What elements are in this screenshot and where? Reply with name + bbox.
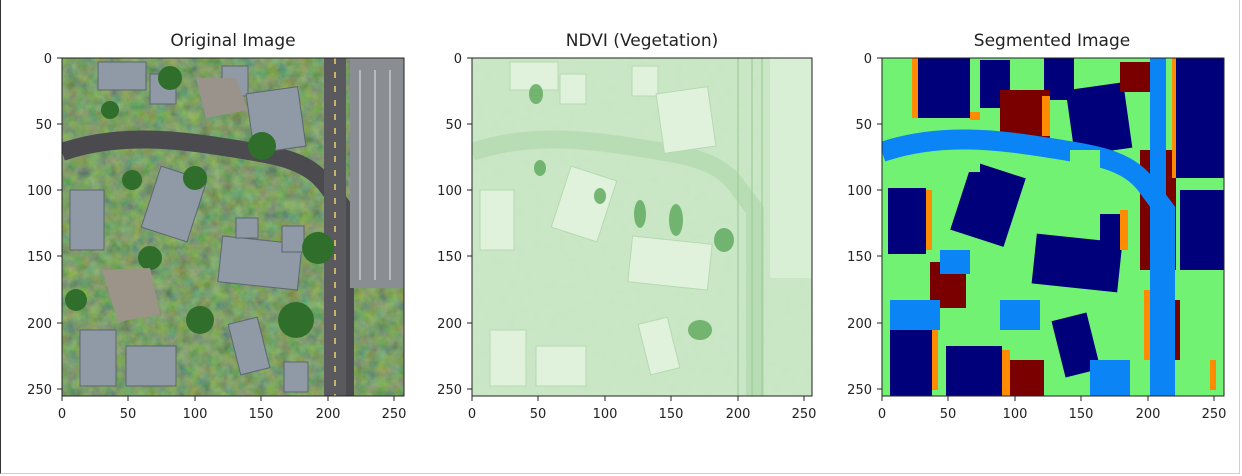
y-tick-label: 150 [27, 250, 52, 265]
y-tick-label: 200 [847, 317, 872, 332]
x-tick-label: 150 [249, 407, 274, 422]
x-axis: 0 50 100 150 200 250 [878, 396, 1227, 422]
x-tick-label: 100 [593, 407, 618, 422]
y-tick-label: 200 [437, 317, 462, 332]
x-tick-label: 250 [382, 407, 407, 422]
x-tick-label: 0 [878, 407, 886, 422]
y-tick-label: 100 [27, 184, 52, 199]
x-axis: 0 50 100 150 200 250 [58, 396, 407, 422]
x-tick-label: 200 [726, 407, 751, 422]
y-tick-label: 50 [855, 118, 872, 133]
x-tick-label: 100 [1003, 407, 1028, 422]
ndvi-image [472, 58, 812, 396]
x-tick-label: 200 [1136, 407, 1161, 422]
y-axis: 0 50 100 150 200 250 [27, 52, 62, 398]
x-tick-label: 0 [58, 407, 66, 422]
x-tick-label: 250 [1202, 407, 1227, 422]
x-tick-label: 250 [792, 407, 817, 422]
x-axis: 0 50 100 150 200 250 [468, 396, 817, 422]
panel-title: Original Image [170, 31, 295, 51]
x-tick-label: 0 [468, 407, 476, 422]
axes-frame [61, 57, 405, 397]
y-tick-label: 100 [847, 184, 872, 199]
aerial-photo [62, 58, 404, 396]
axes-frame [881, 57, 1225, 397]
y-axis: 0 50 100 150 200 250 [847, 52, 882, 398]
y-tick-label: 50 [35, 118, 52, 133]
x-tick-label: 50 [530, 407, 547, 422]
y-tick-label: 250 [847, 383, 872, 398]
x-tick-label: 50 [940, 407, 957, 422]
y-tick-label: 100 [437, 184, 462, 199]
panel-segmented: Segmented Image [847, 31, 1226, 422]
x-tick-label: 200 [316, 407, 341, 422]
segmented-image [882, 58, 1224, 396]
panel-ndvi: NDVI (Vegetation) [437, 31, 816, 422]
y-tick-label: 250 [27, 383, 52, 398]
y-axis: 0 50 100 150 200 250 [437, 52, 472, 398]
x-tick-label: 150 [659, 407, 684, 422]
y-tick-label: 150 [847, 250, 872, 265]
x-tick-label: 100 [183, 407, 208, 422]
x-tick-label: 150 [1069, 407, 1094, 422]
y-tick-label: 200 [27, 317, 52, 332]
y-tick-label: 50 [445, 118, 462, 133]
y-tick-label: 250 [437, 383, 462, 398]
y-tick-label: 0 [44, 52, 52, 67]
panel-title: NDVI (Vegetation) [566, 31, 719, 51]
panel-original: Original Image [27, 31, 406, 422]
y-tick-label: 0 [454, 52, 462, 67]
y-tick-label: 150 [437, 250, 462, 265]
y-tick-label: 0 [864, 52, 872, 67]
panel-title: Segmented Image [974, 31, 1130, 51]
x-tick-label: 50 [120, 407, 137, 422]
axes-frame [471, 57, 813, 397]
